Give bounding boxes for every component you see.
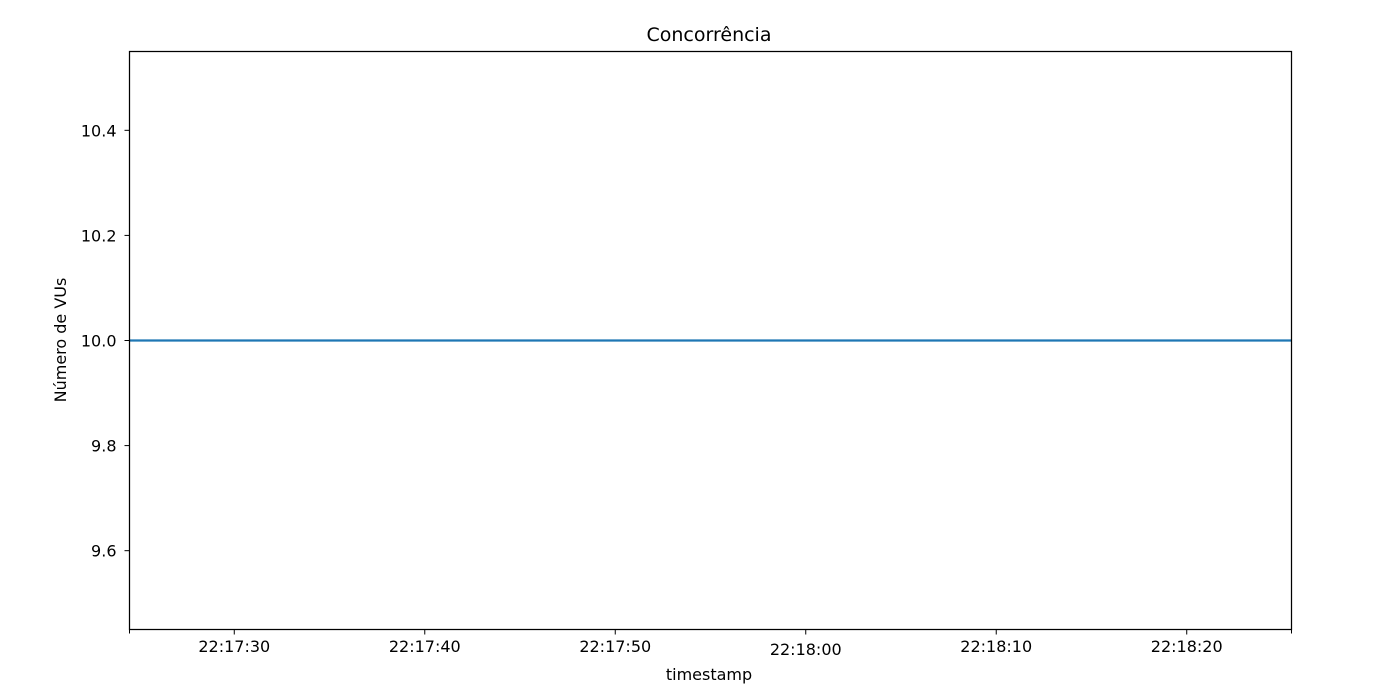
y-tick-label: 9.6	[91, 542, 116, 561]
x-tick-label: 22:18:10	[960, 637, 1032, 656]
y-tick-label: 10.2	[81, 226, 117, 245]
x-axis-label: timestamp	[666, 665, 752, 684]
x-tick-label: 22:17:40	[389, 637, 461, 656]
y-axis-ticks: 9.6 9.8 10.0 10.2 10.4	[81, 121, 130, 561]
chart-title: Concorrência	[647, 24, 772, 46]
y-tick-label: 10.0	[81, 332, 117, 351]
x-tick-label: 22:18:00	[770, 640, 842, 659]
x-tick-label: 22:17:50	[579, 637, 651, 656]
x-axis-ticks: 22:17:30 22:17:40 22:17:50 22:18:00 22:18:10…	[129, 629, 1292, 659]
x-tick-label: 22:17:30	[198, 637, 270, 656]
y-axis-label: Número de VUs	[51, 278, 70, 403]
y-tick-label: 9.8	[91, 437, 116, 456]
x-tick-label: 22:18:20	[1151, 637, 1223, 656]
y-tick-label: 10.4	[81, 121, 117, 140]
